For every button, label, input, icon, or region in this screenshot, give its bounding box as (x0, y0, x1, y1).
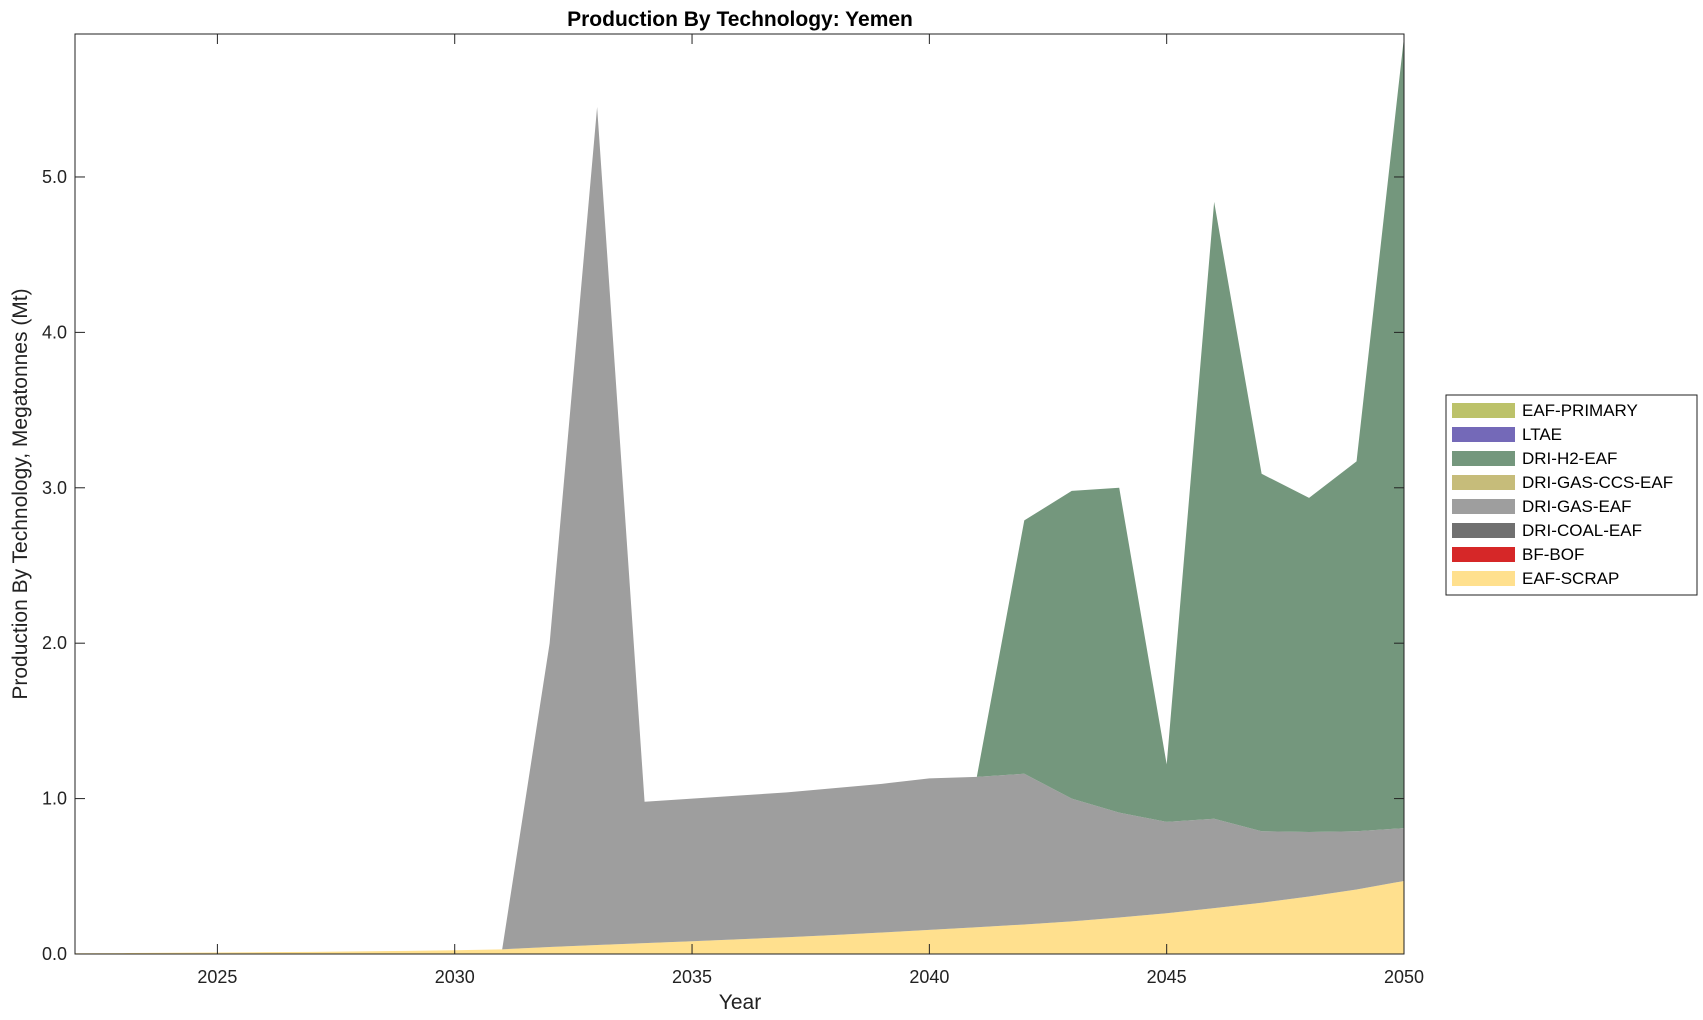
legend-label-eaf-scrap: EAF-SCRAP (1522, 569, 1619, 588)
legend-swatch-dri-coal-eaf (1452, 523, 1515, 538)
y-tick-label: 1.0 (42, 789, 67, 809)
area-dri-gas-eaf (75, 107, 1404, 954)
legend-swatch-dri-gas-ccs-eaf (1452, 475, 1515, 490)
x-axis-label: Year (719, 991, 761, 1014)
y-axis-ticks: 0.0 1.0 2.0 3.0 4.0 5.0 (42, 167, 1404, 964)
area-eaf-scrap (75, 880, 1404, 954)
chart-title: Production By Technology: Yemen (567, 8, 913, 31)
legend-label-bf-bof: BF-BOF (1522, 545, 1584, 564)
legend-swatch-eaf-primary (1452, 403, 1515, 418)
legend-swatch-dri-h2-eaf (1452, 451, 1515, 466)
legend-label-ltae: LTAE (1522, 425, 1562, 444)
y-tick-label: 0.0 (42, 944, 67, 964)
x-tick-label: 2035 (672, 967, 712, 987)
x-tick-label: 2040 (909, 967, 949, 987)
legend-label-dri-gas-eaf: DRI-GAS-EAF (1522, 497, 1632, 516)
y-tick-label: 5.0 (42, 167, 67, 187)
legend-swatch-eaf-scrap (1452, 571, 1515, 586)
x-tick-label: 2050 (1384, 967, 1424, 987)
plot-frame (74, 33, 1405, 955)
legend-label-eaf-primary: EAF-PRIMARY (1522, 401, 1638, 420)
area-layers (75, 37, 1404, 954)
x-tick-label: 2030 (435, 967, 475, 987)
legend-label-dri-gas-ccs-eaf: DRI-GAS-CCS-EAF (1522, 473, 1673, 492)
legend-swatch-ltae (1452, 427, 1515, 442)
y-tick-label: 2.0 (42, 633, 67, 653)
y-tick-label: 3.0 (42, 478, 67, 498)
legend-swatch-dri-gas-eaf (1452, 499, 1515, 514)
y-tick-label: 4.0 (42, 322, 67, 342)
area-dri-h2-eaf (75, 37, 1404, 954)
legend-label-dri-coal-eaf: DRI-COAL-EAF (1522, 521, 1642, 540)
x-tick-label: 2025 (197, 967, 237, 987)
legend: EAF-PRIMARY LTAE DRI-H2-EAF DRI-GAS-CCS-EAF… (1445, 394, 1698, 596)
x-axis-ticks: 2025 2030 2035 2040 2045 2050 (197, 34, 1424, 987)
x-tick-label: 2045 (1147, 967, 1187, 987)
y-axis-label: Production By Technology, Megatonnes (Mt… (9, 288, 32, 699)
legend-label-dri-h2-eaf: DRI-H2-EAF (1522, 449, 1617, 468)
legend-swatch-bf-bof (1452, 547, 1515, 562)
legend-box (1445, 394, 1698, 596)
